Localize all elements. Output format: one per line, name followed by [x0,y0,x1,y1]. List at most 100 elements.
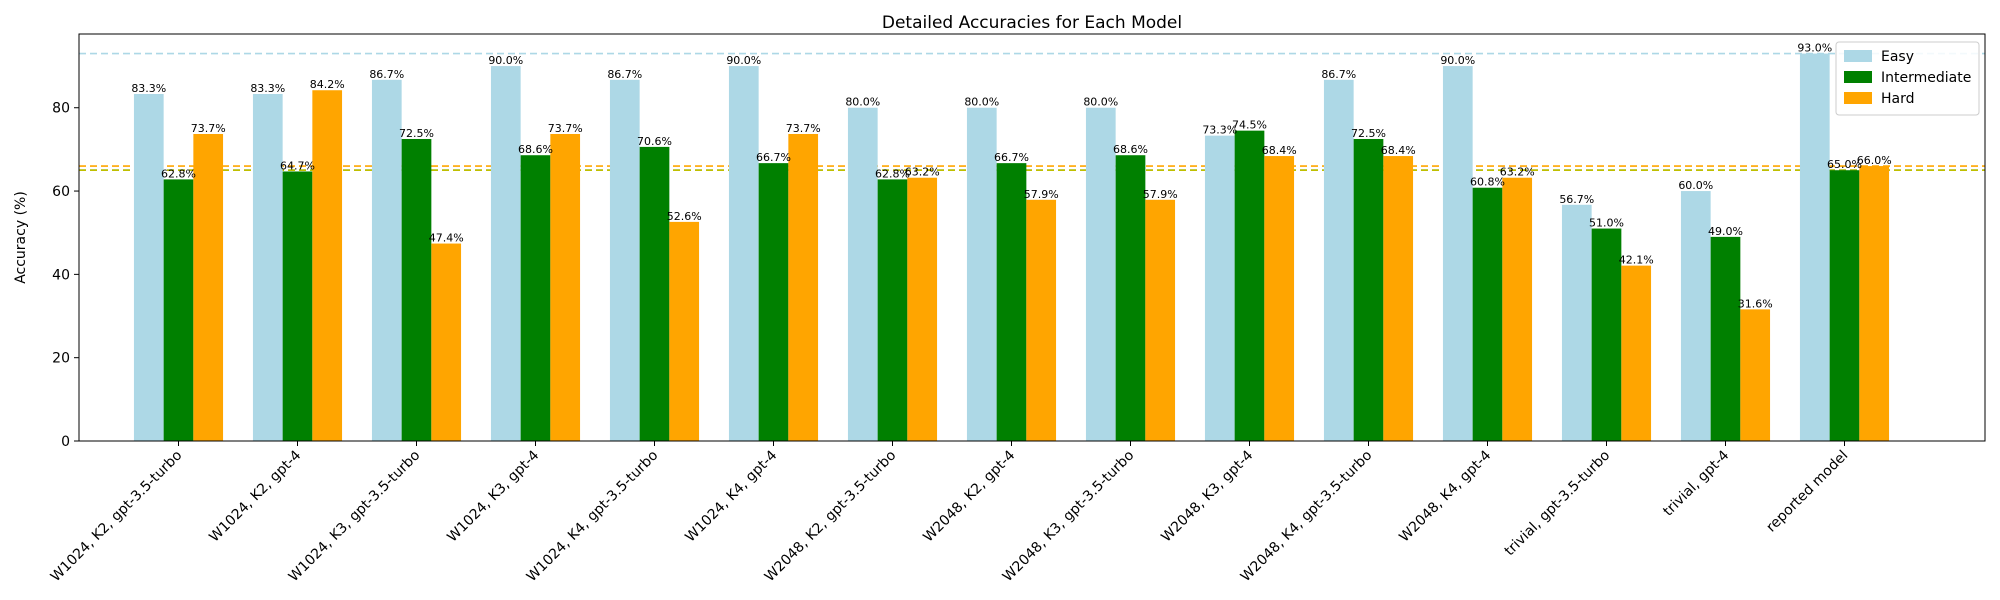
bar-intermediate-12 [1591,228,1622,441]
x-tick-label: W1024, K4, gpt-4 [682,447,780,545]
bar-value-labels: 83.3% 62.8% 73.7% 83.3% 64.7% 84.2% 86.7% 72.5%… [131,42,1891,311]
bar-value-label: 66.7% [994,151,1029,164]
bar-value-label: 90.0% [726,54,761,67]
y-tick-label: 20 [52,351,70,367]
legend-swatch-intermediate [1844,71,1872,83]
bar-intermediate-3 [520,155,551,442]
x-tick-label: reported model [1763,448,1851,536]
bar-hard-2 [431,243,462,441]
bar-intermediate-1 [282,171,313,441]
bar-intermediate-13 [1710,236,1741,441]
bar-value-label: 72.5% [399,127,434,140]
bar-intermediate-7 [996,163,1027,441]
bar-value-label: 68.4% [1262,144,1297,157]
bar-value-label: 80.0% [964,96,999,109]
x-tick-label: W2048, K2, gpt-4 [920,447,1018,545]
x-tick-label: W1024, K3, gpt-3.5-turbo [286,448,424,586]
bar-value-label: 73.7% [191,122,226,135]
bar-intermediate-6 [877,179,908,441]
bar-easy-2 [371,79,402,442]
bar-easy-11 [1442,66,1473,441]
bar-value-label: 93.0% [1797,42,1832,55]
bar-value-label: 57.9% [1024,188,1059,201]
bar-easy-14 [1799,53,1830,442]
bar-hard-10 [1383,156,1414,441]
bar-value-label: 73.7% [786,122,821,135]
bar-hard-8 [1145,199,1176,441]
bar-value-label: 80.0% [1083,96,1118,109]
bar-value-label: 60.0% [1678,179,1713,192]
bar-value-label: 83.3% [131,82,166,95]
legend-label-intermediate: Intermediate [1881,70,1971,86]
bar-value-label: 63.2% [1500,166,1535,179]
bar-easy-0 [133,93,164,441]
bar-value-label: 56.7% [1559,193,1594,206]
bar-hard-4 [669,221,700,441]
y-tick-label: 80 [52,101,70,117]
bar-easy-6 [847,107,878,442]
x-tick-label: W2048, K3, gpt-3.5-turbo [1000,448,1138,586]
bar-hard-0 [193,133,224,441]
bar-value-label: 86.7% [1321,68,1356,81]
bar-value-label: 60.8% [1470,176,1505,189]
bar-easy-5 [728,66,759,441]
bar-value-label: 68.4% [1381,144,1416,157]
x-axis: W1024, K2, gpt-3.5-turbo W1024, K2, gpt-4… [48,441,1851,586]
bar-value-label: 64.7% [280,159,315,172]
bar-value-label: 57.9% [1143,188,1178,201]
bar-value-label: 51.0% [1589,217,1624,230]
x-tick-label: W1024, K2, gpt-3.5-turbo [48,448,186,586]
bar-intermediate-0 [163,179,194,441]
bar-value-label: 68.6% [518,143,553,156]
bar-intermediate-11 [1472,187,1503,441]
bar-intermediate-10 [1353,138,1384,441]
bar-value-label: 86.7% [607,68,642,81]
bar-value-label: 72.5% [1351,127,1386,140]
bar-easy-9 [1204,135,1235,441]
bar-easy-3 [490,66,521,441]
x-tick-label: W2048, K3, gpt-4 [1158,447,1256,545]
bar-easy-10 [1323,79,1354,442]
bar-value-label: 66.0% [1857,154,1892,167]
bar-easy-7 [966,107,997,442]
x-tick-label: W1024, K4, gpt-3.5-turbo [524,448,662,586]
bar-value-label: 73.3% [1202,124,1237,137]
bar-hard-11 [1502,177,1533,441]
bar-value-label: 62.8% [161,167,196,180]
bar-value-label: 83.3% [250,82,285,95]
x-tick-label: W2048, K4, gpt-3.5-turbo [1238,448,1376,586]
bar-value-label: 90.0% [1440,54,1475,67]
x-tick-label: trivial, gpt-3.5-turbo [1502,448,1614,560]
bar-easy-13 [1680,191,1711,441]
bar-hard-3 [550,133,581,441]
bar-value-label: 66.7% [756,151,791,164]
bar-hard-9 [1264,156,1295,441]
bar-intermediate-4 [639,146,670,441]
legend-swatch-hard [1844,92,1872,104]
bar-value-label: 84.2% [310,78,345,91]
bar-value-label: 65.0% [1827,158,1862,171]
bar-easy-1 [252,93,283,441]
bar-value-label: 90.0% [488,54,523,67]
bar-hard-5 [788,133,819,441]
bar-intermediate-8 [1115,155,1146,442]
bar-value-label: 47.4% [429,232,464,245]
bar-hard-14 [1859,166,1890,442]
bar-intermediate-2 [401,138,432,441]
legend-swatch-easy [1844,50,1872,62]
chart-title: Detailed Accuracies for Each Model [882,13,1182,33]
bar-hard-6 [907,177,938,441]
x-tick-label: W1024, K2, gpt-4 [206,447,304,545]
x-tick-label: trivial, gpt-4 [1660,447,1732,519]
bar-intermediate-5 [758,163,789,441]
bar-easy-4 [609,79,640,442]
bars [133,53,1890,442]
bar-intermediate-9 [1234,130,1265,441]
bar-hard-13 [1740,309,1771,441]
legend-label-easy: Easy [1881,49,1914,65]
bar-value-label: 31.6% [1738,297,1773,310]
bar-value-label: 42.1% [1619,254,1654,267]
bar-value-label: 52.6% [667,210,702,223]
bar-value-label: 49.0% [1708,225,1743,238]
